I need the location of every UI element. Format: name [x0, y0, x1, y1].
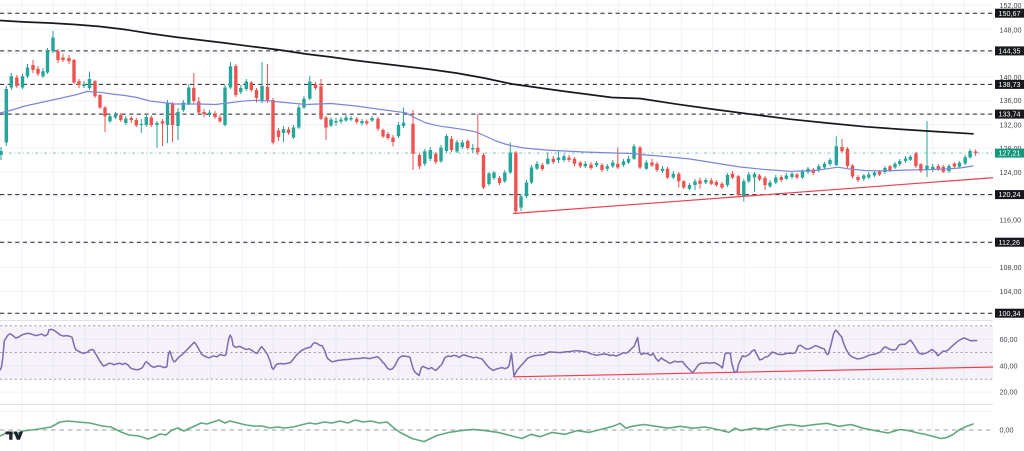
svg-text:124,00: 124,00: [1000, 168, 1022, 177]
svg-text:136,00: 136,00: [1000, 96, 1022, 105]
svg-text:20,00: 20,00: [1000, 388, 1018, 397]
svg-text:127,21: 127,21: [999, 149, 1021, 158]
svg-text:144,35: 144,35: [999, 47, 1021, 56]
svg-text:120,24: 120,24: [999, 190, 1021, 199]
svg-text:108,00: 108,00: [1000, 263, 1022, 272]
svg-text:140,00: 140,00: [1000, 73, 1022, 82]
svg-text:150,67: 150,67: [999, 9, 1021, 18]
svg-text:152,00: 152,00: [1000, 1, 1022, 10]
svg-text:60,00: 60,00: [1000, 335, 1018, 344]
svg-text:100,34: 100,34: [999, 309, 1021, 318]
svg-text:112,26: 112,26: [999, 238, 1020, 247]
svg-text:128,00: 128,00: [1000, 144, 1022, 153]
svg-text:148,00: 148,00: [1000, 25, 1022, 34]
svg-text:0,00: 0,00: [1000, 426, 1014, 435]
svg-text:132,00: 132,00: [1000, 120, 1022, 129]
svg-text:133,74: 133,74: [999, 110, 1021, 119]
svg-text:104,00: 104,00: [1000, 287, 1022, 296]
svg-text:40,00: 40,00: [1000, 361, 1018, 370]
svg-text:138,73: 138,73: [999, 80, 1021, 89]
svg-text:116,00: 116,00: [1000, 216, 1021, 225]
